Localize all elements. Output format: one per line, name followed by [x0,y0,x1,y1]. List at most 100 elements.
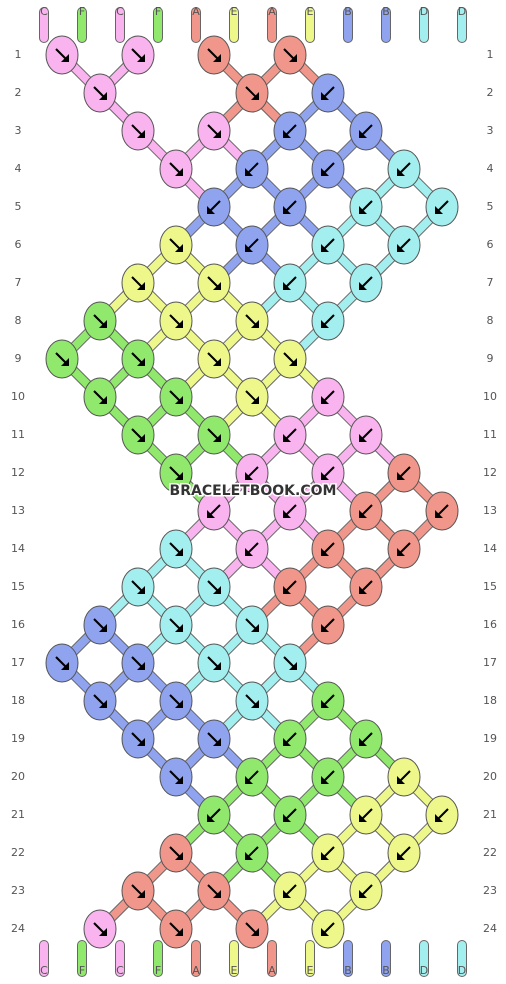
knot-arrow-head [213,738,221,746]
knot-arrow-head [175,776,183,784]
knot-arrow-head [251,396,259,404]
knot-arrow-head [321,548,329,556]
knot-arrow-head [245,776,253,784]
knot-arrow-head [99,396,107,404]
knot-arrow-head [175,548,183,556]
knot-arrow-head [283,130,291,138]
knot-arrow-head [213,130,221,138]
knot-arrow-head [213,586,221,594]
knot-arrow-head [137,890,145,898]
bottom-label: D [420,964,428,977]
knot-arrow-head [245,168,253,176]
knot-arrow-head [137,738,145,746]
knot-arrow-head [245,244,253,252]
top-label: C [116,5,124,18]
row-number-left: 2 [15,86,22,99]
bottom-label: D [458,964,466,977]
knot-arrow-head [137,358,145,366]
row-number-left: 7 [15,276,22,289]
knot-arrow-head [137,130,145,138]
row-number-right: 12 [483,466,497,479]
row-number-left: 19 [11,732,25,745]
knot-arrow-head [321,472,329,480]
knot-arrow-head [175,852,183,860]
row-number-left: 15 [11,580,25,593]
knot-arrow-head [359,206,367,214]
row-number-right: 18 [483,694,497,707]
row-number-right: 15 [483,580,497,593]
knot-arrow-head [137,282,145,290]
knot-arrow-head [283,434,291,442]
knot-arrow-head [435,206,443,214]
knot-arrow-head [397,548,405,556]
row-number-right: 10 [483,390,497,403]
knot-arrow-head [283,206,291,214]
row-number-right: 7 [487,276,494,289]
knot-arrow-head [175,168,183,176]
top-label: C [40,5,48,18]
row-number-right: 11 [483,428,497,441]
knot-arrow-head [359,130,367,138]
knot-arrow-head [61,662,69,670]
bottom-label: A [268,964,276,977]
knot-arrow-head [213,54,221,62]
row-number-left: 10 [11,390,25,403]
knot-arrow-head [207,206,215,214]
knot-arrow-head [213,890,221,898]
knot-arrow-head [397,472,405,480]
knot-arrow-head [321,92,329,100]
row-number-left: 18 [11,694,25,707]
knots [45,35,459,949]
row-number-right: 3 [487,124,494,137]
knot-arrow-head [61,358,69,366]
knot-arrow-head [207,510,215,518]
bottom-label: C [40,964,48,977]
top-label: A [192,5,200,18]
knot-arrow-head [99,700,107,708]
bottom-label: E [231,964,238,977]
knot-arrow-head [175,320,183,328]
row-number-left: 3 [15,124,22,137]
row-number-right: 4 [487,162,494,175]
knot-arrow-head [175,700,183,708]
knot-arrow-head [283,890,291,898]
row-number-left: 8 [15,314,22,327]
knot-arrow-head [321,852,329,860]
knot-arrow-head [321,700,329,708]
top-label: E [231,5,238,18]
knot-arrow-head [289,662,297,670]
top-label: B [382,5,390,18]
knot-arrow-head [175,472,183,480]
knot-arrow-head [283,282,291,290]
knot-arrow-head [175,396,183,404]
knot-arrow-head [359,814,367,822]
knot-arrow-head [283,586,291,594]
knot-arrow-head [359,434,367,442]
row-number-right: 17 [483,656,497,669]
knot-arrow-head [137,586,145,594]
knot-arrow-head [321,168,329,176]
knot-arrow-head [99,624,107,632]
top-label: D [420,5,428,18]
knot-arrow-head [251,92,259,100]
row-number-right: 1 [487,48,494,61]
bottom-label: B [382,964,390,977]
bottom-label: E [307,964,314,977]
knot-arrow-head [397,852,405,860]
bottom-label: F [155,964,161,977]
knot-arrow-head [175,928,183,936]
row-number-right: 24 [483,922,497,935]
row-number-right: 13 [483,504,497,517]
knot-arrow-head [61,54,69,62]
row-number-left: 21 [11,808,25,821]
row-number-right: 23 [483,884,497,897]
knot-arrow-head [99,92,107,100]
row-number-left: 24 [11,922,25,935]
knot-arrow-head [245,548,253,556]
knot-arrow-head [321,396,329,404]
knot-arrow-head [245,852,253,860]
row-number-right: 9 [487,352,494,365]
row-number-left: 12 [11,466,25,479]
knot-arrow-head [359,738,367,746]
row-number-right: 2 [487,86,494,99]
